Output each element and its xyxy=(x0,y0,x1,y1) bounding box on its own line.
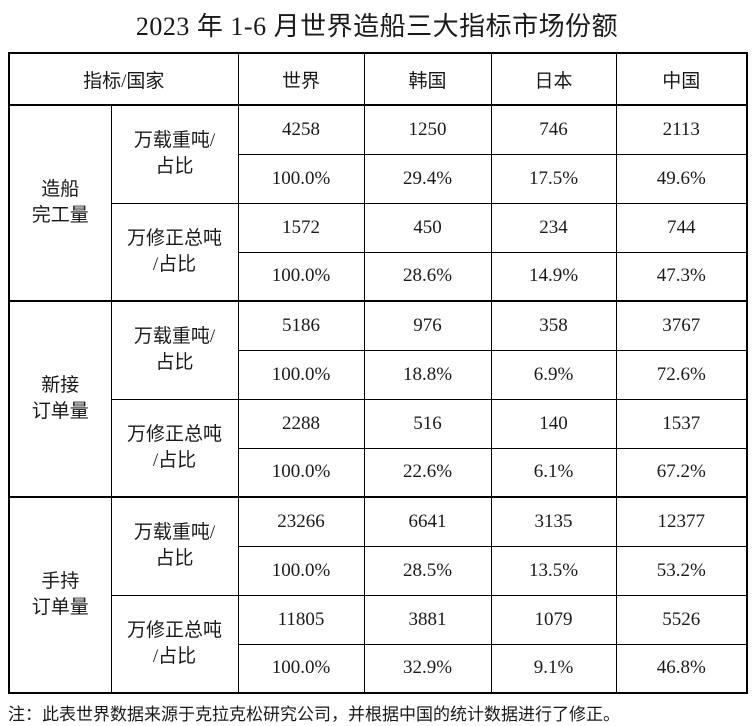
header-col-korea: 韩国 xyxy=(363,52,492,106)
value-cell: 5526 xyxy=(615,594,748,645)
metric-label-line: /占比 xyxy=(152,253,197,275)
group-label-line: 订单量 xyxy=(31,597,89,618)
value-cell: 3881 xyxy=(363,594,492,645)
metric-label-cell: 万修正总吨 /占比 xyxy=(110,398,239,498)
table-header-row: 指标/国家 世界 韩国 日本 中国 xyxy=(8,52,748,106)
share-cell: 18.8% xyxy=(363,349,492,400)
share-cell: 14.9% xyxy=(490,251,617,302)
share-cell: 100.0% xyxy=(237,447,365,498)
metric-label-line: 万载重吨/ xyxy=(133,326,216,348)
share-cell: 67.2% xyxy=(615,447,748,498)
metric-label-cell: 万载重吨/ 占比 xyxy=(110,300,239,400)
metric-label-line: 万修正总吨 xyxy=(126,619,222,641)
metric-label-line: 万修正总吨 xyxy=(126,423,222,445)
metric-label-line: /占比 xyxy=(152,645,197,667)
table-row: 100.0% 29.4% 17.5% 49.6% xyxy=(9,153,748,204)
share-cell: 13.5% xyxy=(490,545,617,596)
group-label-cell-completions: 造船 完工量 xyxy=(8,104,112,302)
value-cell: 23266 xyxy=(237,496,365,547)
metric-label-line: 万修正总吨 xyxy=(126,227,222,249)
group-label-line: 造船 xyxy=(41,178,80,200)
value-cell: 1537 xyxy=(615,398,748,449)
table-row: 万修正总吨 /占比 2288 516 140 1537 xyxy=(9,398,748,498)
share-cell: 46.8% xyxy=(615,643,748,694)
share-cell: 72.6% xyxy=(615,349,748,400)
share-cell: 28.5% xyxy=(363,545,492,596)
value-cell: 12377 xyxy=(615,496,748,547)
table-row: 100.0% 22.6% 6.1% 67.2% xyxy=(9,447,748,498)
value-cell: 140 xyxy=(490,398,617,449)
table-row: 手持 订单量 万载重吨/ 占比 23266 6641 3135 12377 xyxy=(8,496,748,694)
share-cell: 29.4% xyxy=(363,153,492,204)
value-cell: 976 xyxy=(363,300,492,351)
value-cell: 11805 xyxy=(237,594,365,645)
group-label-line: 完工量 xyxy=(31,205,89,226)
page-title: 2023 年 1-6 月世界造船三大指标市场份额 xyxy=(135,12,619,41)
share-cell: 49.6% xyxy=(615,153,748,204)
metric-label-line: 占比 xyxy=(155,352,194,374)
value-cell: 3135 xyxy=(490,496,617,547)
value-cell: 746 xyxy=(490,104,617,155)
value-cell: 1250 xyxy=(363,104,492,155)
table-row: 100.0% 28.6% 14.9% 47.3% xyxy=(9,251,748,302)
group-label-line: 新接 xyxy=(41,374,80,396)
metric-label-line: 万载重吨/ xyxy=(133,130,216,152)
share-cell: 6.9% xyxy=(490,349,617,400)
table-row: 万修正总吨 /占比 1572 450 234 744 xyxy=(9,202,748,302)
table-row: 造船 完工量 万载重吨/ 占比 4258 1250 746 2113 xyxy=(8,104,748,302)
share-cell: 22.6% xyxy=(363,447,492,498)
value-cell: 234 xyxy=(490,202,617,253)
table-row: 100.0% 18.8% 6.9% 72.6% xyxy=(9,349,748,400)
metric-label-line: 占比 xyxy=(155,548,194,570)
share-cell: 100.0% xyxy=(237,251,365,302)
share-cell: 53.2% xyxy=(615,545,748,596)
metric-label-cell: 万载重吨/ 占比 xyxy=(110,496,239,596)
header-col-china: 中国 xyxy=(615,52,748,106)
share-cell: 100.0% xyxy=(237,545,365,596)
value-cell: 4258 xyxy=(237,104,365,155)
header-indicator-country: 指标/国家 xyxy=(8,52,239,106)
group-label-line: 手持 xyxy=(41,570,80,592)
value-cell: 1079 xyxy=(490,594,617,645)
group-label-cell-new-orders: 新接 订单量 xyxy=(8,300,112,498)
metric-label-line: 万载重吨/ xyxy=(133,522,216,544)
value-cell: 358 xyxy=(490,300,617,351)
group-label-line: 订单量 xyxy=(31,401,89,422)
share-cell: 47.3% xyxy=(615,251,748,302)
table-row: 万修正总吨 /占比 11805 3881 1079 5526 xyxy=(9,594,748,694)
value-cell: 1572 xyxy=(237,202,365,253)
share-cell: 100.0% xyxy=(237,643,365,694)
value-cell: 744 xyxy=(615,202,748,253)
metric-label-cell: 万载重吨/ 占比 xyxy=(110,104,239,204)
value-cell: 3767 xyxy=(615,300,748,351)
metric-label-cell: 万修正总吨 /占比 xyxy=(110,202,239,302)
value-cell: 2113 xyxy=(615,104,748,155)
share-cell: 28.6% xyxy=(363,251,492,302)
value-cell: 516 xyxy=(363,398,492,449)
share-cell: 100.0% xyxy=(237,349,365,400)
table-row: 100.0% 28.5% 13.5% 53.2% xyxy=(9,545,748,596)
header-col-japan: 日本 xyxy=(490,52,617,106)
value-cell: 5186 xyxy=(237,300,365,351)
share-cell: 9.1% xyxy=(490,643,617,694)
group-label-cell-order-backlog: 手持 订单量 xyxy=(8,496,112,694)
table-row: 新接 订单量 万载重吨/ 占比 5186 976 358 3767 xyxy=(8,300,748,498)
share-cell: 6.1% xyxy=(490,447,617,498)
metric-label-line: /占比 xyxy=(152,449,197,471)
share-cell: 100.0% xyxy=(237,153,365,204)
market-share-table: 指标/国家 世界 韩国 日本 中国 造船 完工量 万载重吨/ 占比 4258 1… xyxy=(8,52,748,694)
footnote: 注：此表世界数据来源于克拉克松研究公司，并根据中国的统计数据进行了修正。 xyxy=(8,705,620,724)
table-row: 100.0% 32.9% 9.1% 46.8% xyxy=(9,643,748,694)
header-col-world: 世界 xyxy=(237,52,365,106)
metric-label-cell: 万修正总吨 /占比 xyxy=(110,594,239,694)
share-cell: 17.5% xyxy=(490,153,617,204)
value-cell: 450 xyxy=(363,202,492,253)
value-cell: 2288 xyxy=(237,398,365,449)
value-cell: 6641 xyxy=(363,496,492,547)
share-cell: 32.9% xyxy=(363,643,492,694)
metric-label-line: 占比 xyxy=(155,156,194,178)
